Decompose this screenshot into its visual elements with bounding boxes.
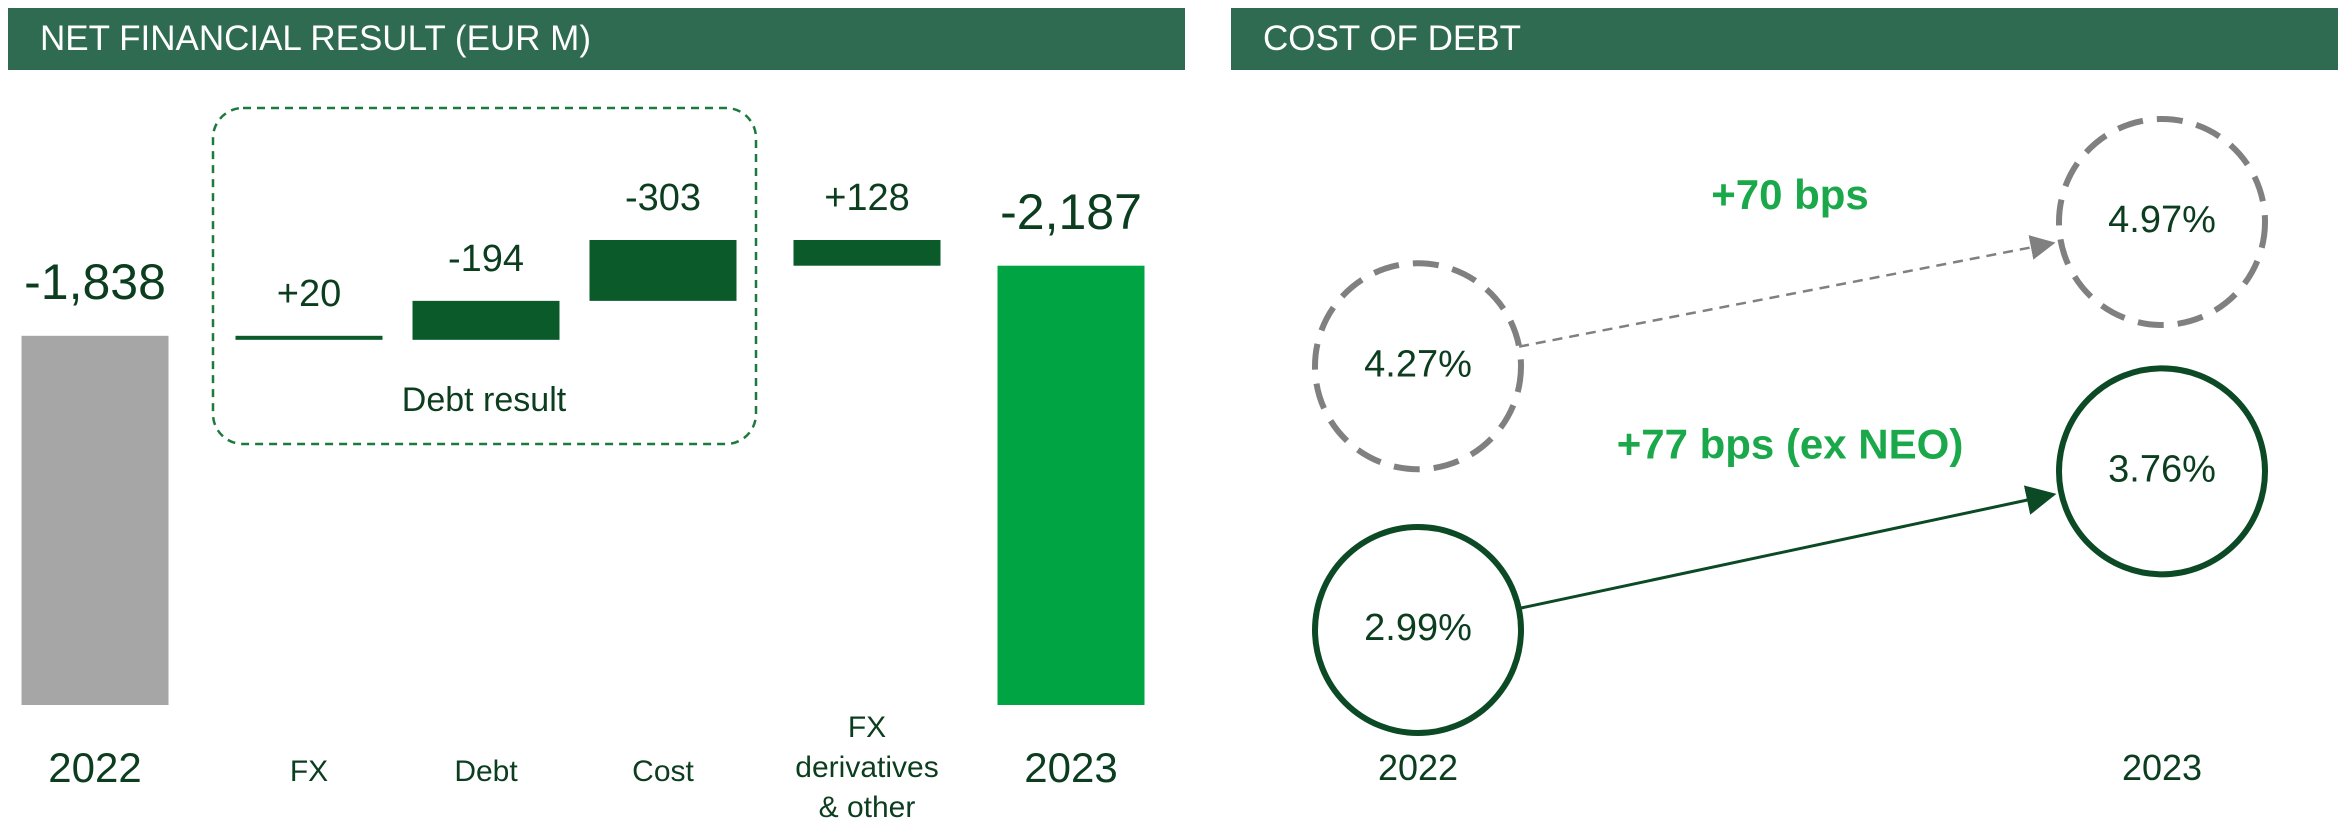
panel-header: NET FINANCIAL RESULT (EUR M): [8, 8, 1185, 70]
bar: [235, 335, 383, 340]
value-label: +20: [277, 273, 341, 315]
panel-header: COST OF DEBT: [1231, 8, 2338, 70]
arrow: [1518, 235, 2056, 348]
bar: [997, 265, 1145, 705]
value-label: 3.76%: [2108, 448, 2216, 490]
bar: [793, 240, 941, 266]
value-label: -194: [448, 238, 524, 280]
value-label: 4.27%: [1364, 343, 1472, 385]
rate-circle: [2056, 116, 2268, 328]
rate-circle: [1312, 260, 1524, 473]
group-box: [211, 106, 758, 446]
annotation: Debt result: [402, 381, 567, 419]
bar: [589, 240, 737, 301]
rate-circle: [1312, 524, 1524, 736]
rate-circle: [2056, 365, 2268, 578]
value-label: -2,187: [1000, 184, 1142, 240]
x-tick-label: 2023: [2121, 747, 2203, 788]
x-tick-label: FX: [289, 755, 329, 788]
x-tick-label: Cost: [632, 755, 694, 788]
value-label: +128: [824, 177, 910, 219]
bar: [412, 300, 560, 340]
arrow: [1518, 485, 2057, 610]
x-tick-label: 2023: [1024, 744, 1118, 791]
value-label: -1,838: [24, 254, 166, 310]
value-label: 4.97%: [2108, 199, 2216, 241]
bar: [21, 335, 169, 705]
x-tick-label: Debt: [454, 755, 518, 788]
x-tick-label: 2022: [48, 744, 142, 791]
annotation: +77 bps (ex NEO): [1617, 420, 1964, 467]
value-label: -303: [625, 177, 701, 219]
x-tick-label: 2022: [1377, 747, 1459, 788]
value-label: 2.99%: [1364, 607, 1472, 649]
x-tick-label: FX derivatives & other: [795, 711, 939, 824]
annotation: +70 bps: [1711, 171, 1869, 218]
